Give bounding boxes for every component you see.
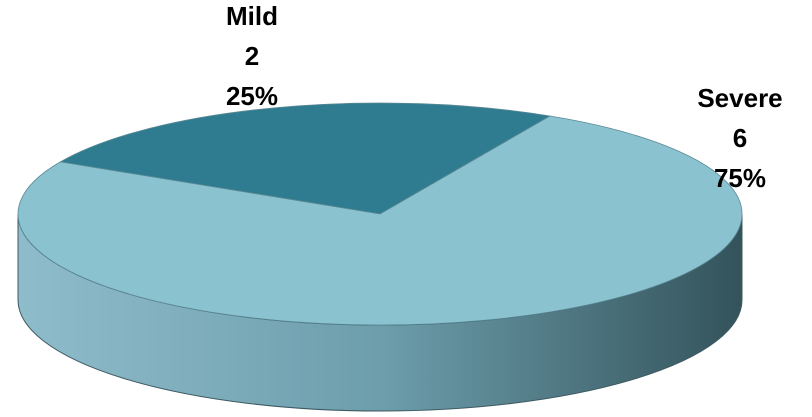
pie-slice — [17, 115, 743, 326]
category-label: Mild — [226, 1, 278, 31]
value-label: 2 — [245, 41, 259, 71]
value-label: 6 — [733, 123, 747, 153]
percent-label: 25% — [226, 81, 278, 111]
category-label: Severe — [697, 83, 782, 113]
percent-label: 75% — [714, 163, 766, 193]
